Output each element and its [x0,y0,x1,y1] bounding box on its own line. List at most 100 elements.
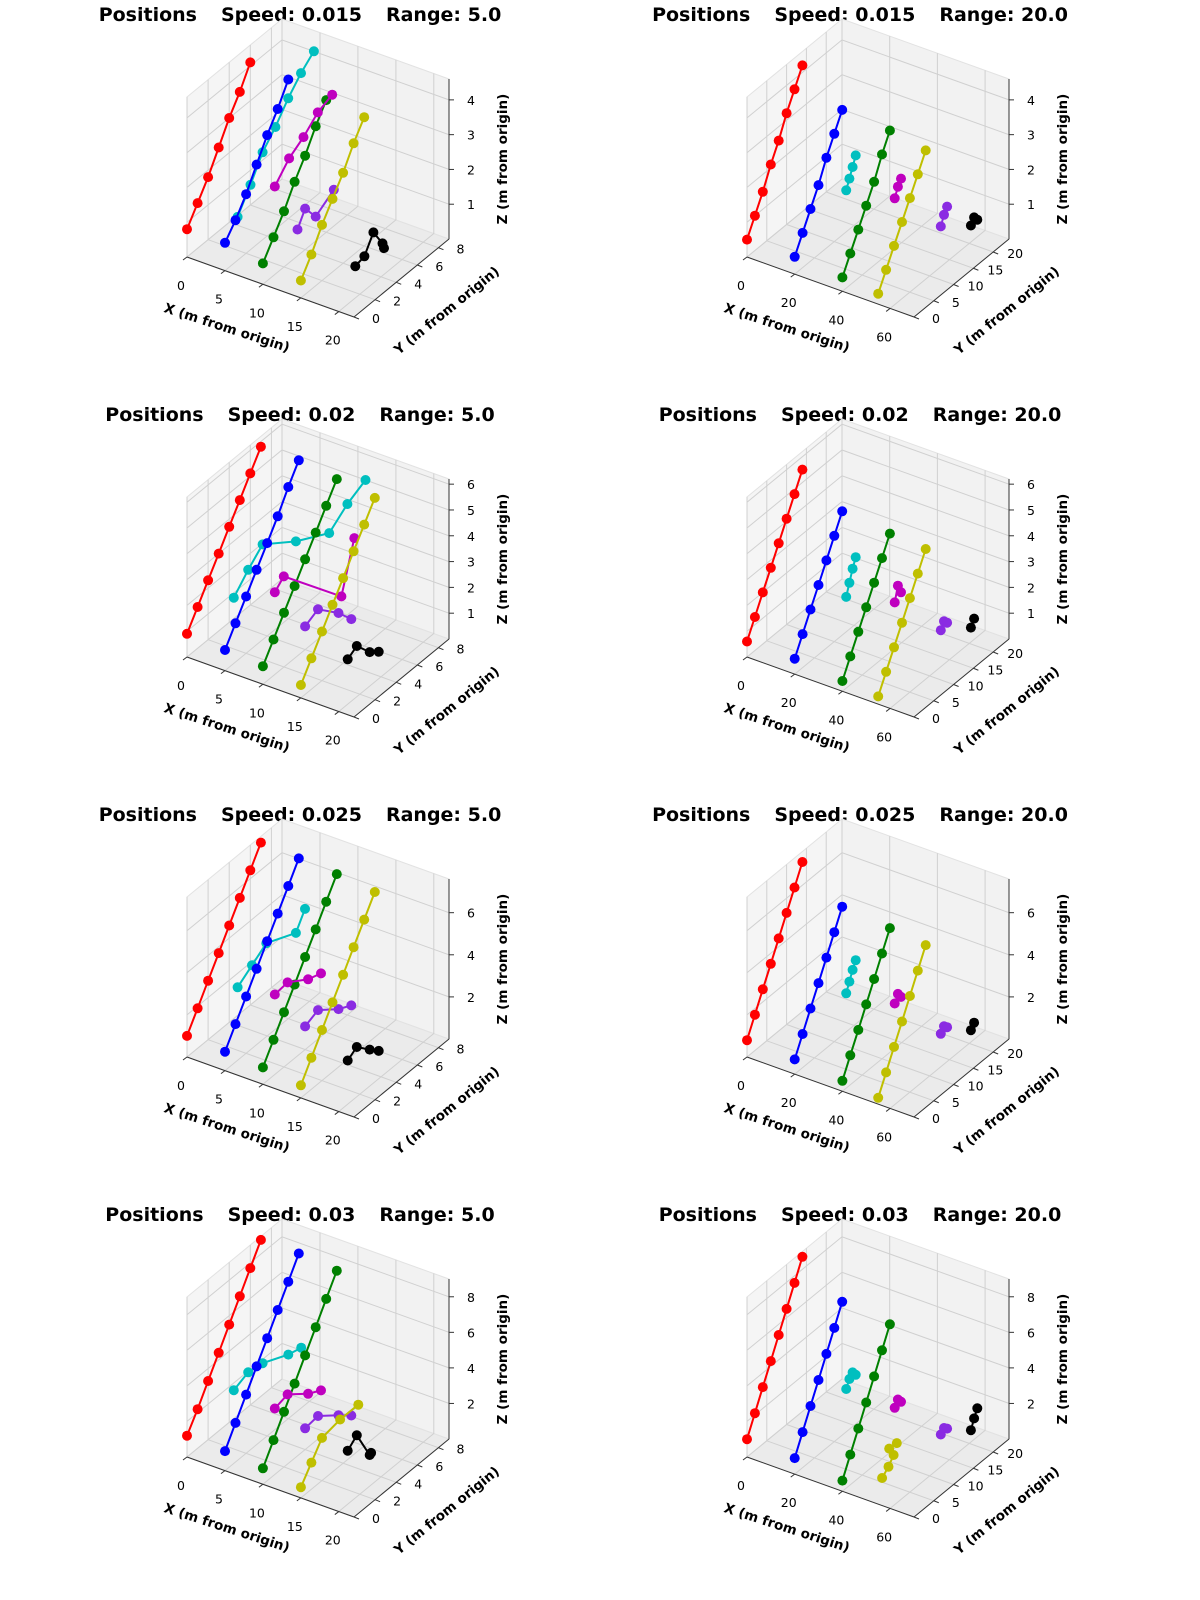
axes-panes [186,817,450,1118]
axes-panes [746,817,1010,1118]
data-point [245,865,256,876]
series-cyan [841,150,861,196]
series-line [274,1389,322,1410]
title-speed: Speed: 0.015 [774,4,916,26]
data-point [203,575,214,586]
z-axis-label: Z (m from origin) [1055,94,1071,225]
data-point [327,997,338,1008]
data-point [324,528,335,539]
data-point [889,998,900,1009]
data-point [272,908,283,919]
data-point [228,1385,239,1396]
series-magenta [889,580,906,608]
data-point [892,181,903,192]
y-tick [374,699,381,703]
series-blue [220,853,304,1057]
data-point [335,1414,346,1425]
y-tick [992,1451,999,1455]
series-cyan [841,1367,861,1394]
y-tick [396,681,402,685]
data-point [293,455,304,466]
data-point [295,1482,306,1493]
data-point [904,193,915,204]
series-black [965,1017,980,1036]
data-point [300,1350,311,1361]
x-tick-label: 15 [287,719,303,734]
subplot-5: Positions Speed: 0.025 Range: 5.0 0 5 10 15 20… [0,800,600,1200]
data-point [312,107,323,118]
data-point [884,1443,895,1454]
y-tick [353,316,360,320]
data-point [797,629,808,640]
z-tick-label: 8 [467,1290,475,1305]
data-point [338,969,349,980]
x-axis-line [186,256,355,318]
title-name: Positions [98,804,197,826]
data-point [234,86,245,97]
series-line [186,1239,262,1437]
title-name: Positions [658,1204,757,1226]
series-line [261,1270,338,1469]
data-point [912,568,923,579]
data-point [749,1408,760,1419]
y-tick [913,716,920,720]
data-point [845,651,856,662]
data-point [789,1453,800,1464]
y-tick-label: 6 [435,1059,443,1074]
data-point [272,104,283,114]
subplot-title: Positions Speed: 0.03 Range: 20.0 [560,1204,1160,1226]
series-blue [789,506,848,664]
data-point [829,128,840,139]
subplot-title: Positions Speed: 0.02 Range: 5.0 [0,404,600,426]
data-point [234,1291,245,1302]
data-point [942,1423,953,1434]
data-point [884,125,895,136]
data-point [877,553,887,564]
data-point [327,599,338,610]
x-tick [742,1056,748,1061]
data-point [313,1411,323,1421]
series-yellow [873,544,931,702]
subplot-6: Positions Speed: 0.025 Range: 20.0 0 20 40 60… [560,800,1160,1200]
series-green [257,869,342,1073]
y-tick [396,1481,402,1485]
data-point [821,952,832,963]
data-point [289,176,300,187]
x-tick [838,690,843,695]
data-point [781,1303,792,1314]
data-point [262,936,273,947]
y-tick-label: 8 [456,242,464,257]
x-tick [334,1511,340,1515]
series-cyan [841,955,861,999]
x-tick-label: 40 [828,312,844,327]
grid-line [186,526,450,606]
z-tick-label: 8 [1027,1290,1035,1305]
series-red [182,441,266,639]
data-point [313,604,323,615]
y-tick [374,299,381,303]
data-point [306,653,317,664]
y-tick [973,267,979,271]
y-tick-label: 0 [372,1111,380,1126]
y-axis-label: Y (m from origin) [390,664,502,759]
series-red [742,464,808,647]
data-point [847,162,858,172]
y-tick [353,1516,360,1520]
data-point [837,1296,848,1307]
data-point [881,1067,892,1078]
title-range: Range: 20.0 [939,804,1068,826]
x-tick-label: 10 [249,705,265,720]
data-point [279,206,289,217]
series-yellow [873,940,931,1103]
series-black [342,641,384,665]
data-point [364,647,375,658]
data-point [749,210,760,221]
grid-line [842,53,938,292]
series-blue [789,104,848,262]
data-point [920,544,931,554]
data-point [203,1376,214,1386]
